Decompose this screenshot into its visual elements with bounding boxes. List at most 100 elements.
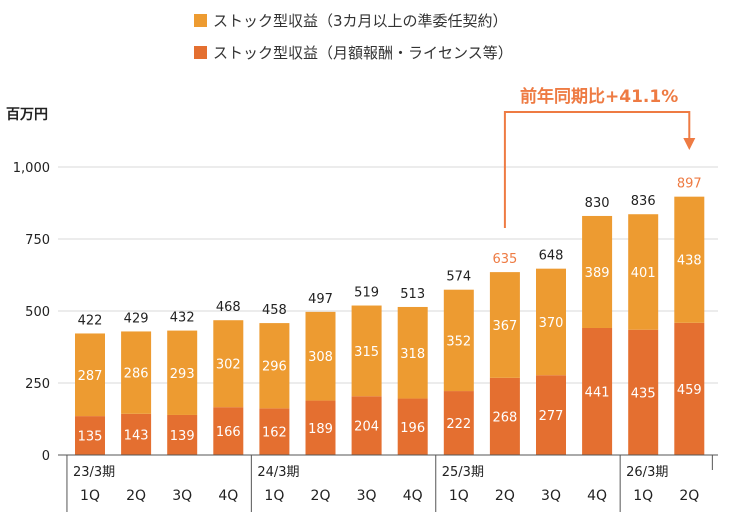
- legend-swatch-upper: [194, 14, 207, 27]
- data-label-upper: 315: [354, 345, 379, 360]
- y-tick-label: 1,000: [13, 161, 50, 176]
- x-tick-label: 1Q: [633, 488, 653, 504]
- y-axis-unit: 百万円: [6, 107, 48, 123]
- bar-upper: [121, 331, 152, 414]
- data-label-lower: 196: [400, 421, 425, 436]
- data-label-upper: 293: [170, 367, 195, 382]
- y-tick-label: 250: [25, 377, 50, 392]
- bar-upper: [351, 305, 382, 397]
- bar-lower: [213, 407, 244, 455]
- data-label-lower: 143: [124, 428, 149, 443]
- bar-upper: [443, 289, 474, 392]
- bar-upper: [167, 330, 198, 415]
- data-label-total: 830: [585, 196, 610, 211]
- callout-arrowhead: [683, 138, 696, 150]
- data-label-upper: 367: [492, 319, 517, 334]
- data-label-upper: 352: [446, 334, 471, 349]
- data-label-upper: 401: [631, 266, 656, 281]
- bar-upper: [628, 214, 659, 330]
- y-tick-label: 0: [42, 449, 50, 464]
- data-label-total: 497: [308, 292, 333, 307]
- data-label-upper: 318: [400, 347, 425, 362]
- data-label-lower: 459: [677, 383, 702, 398]
- data-label-upper: 308: [308, 350, 333, 365]
- x-tick-label: 4Q: [403, 488, 423, 504]
- data-label-upper: 302: [216, 358, 241, 373]
- bar-upper: [213, 320, 244, 408]
- data-label-total: 468: [216, 300, 241, 315]
- x-tick-label: 2Q: [679, 488, 699, 504]
- data-label-total: 648: [539, 249, 564, 264]
- data-label-total: 458: [262, 303, 287, 318]
- bar-upper: [536, 268, 566, 376]
- bar-lower: [75, 416, 105, 455]
- callout-bracket: [503, 111, 691, 228]
- x-tick-label: 4Q: [218, 488, 238, 504]
- x-tick-label: 2Q: [311, 488, 331, 504]
- bar-lower: [674, 322, 705, 455]
- yoy-callout-label: 前年同期比+41.1%: [520, 87, 679, 107]
- data-label-lower: 139: [170, 429, 195, 444]
- x-tick-label: 1Q: [449, 488, 469, 504]
- data-label-lower: 441: [585, 385, 610, 400]
- bar-lower: [489, 377, 520, 455]
- data-label-upper: 296: [262, 360, 287, 375]
- data-label-total: 836: [631, 194, 656, 209]
- data-label-lower: 268: [492, 410, 517, 425]
- period-label: 26/3期: [626, 465, 668, 480]
- data-label-lower: 204: [354, 420, 379, 435]
- legend-label-upper: ストック型収益（3カ月以上の準委任契約）: [213, 12, 508, 30]
- data-label-total: 513: [400, 287, 425, 302]
- data-label-upper: 286: [124, 367, 149, 382]
- x-tick-label: 2Q: [126, 488, 146, 504]
- bar-lower: [628, 329, 659, 455]
- x-tick-label: 1Q: [264, 488, 284, 504]
- data-label-lower: 277: [539, 409, 564, 424]
- bar-upper: [489, 272, 520, 378]
- bar-upper: [582, 215, 613, 328]
- data-label-total: 422: [78, 313, 103, 328]
- data-label-total: 897: [677, 177, 702, 192]
- legend-label-lower: ストック型収益（月額報酬・ライセンス等）: [213, 44, 513, 62]
- bar-lower: [443, 391, 474, 455]
- data-label-upper: 370: [539, 316, 564, 331]
- bar-lower: [305, 400, 336, 455]
- bar-lower: [397, 398, 428, 455]
- bar-upper: [674, 196, 705, 323]
- period-label: 25/3期: [442, 465, 484, 480]
- data-label-lower: 162: [262, 426, 287, 441]
- legend-item-upper: ストック型収益（3カ月以上の準委任契約）: [194, 10, 508, 31]
- x-tick-label: 3Q: [172, 488, 192, 504]
- x-tick-label: 4Q: [587, 488, 607, 504]
- x-tick-label: 2Q: [495, 488, 515, 504]
- bar-upper: [259, 323, 290, 409]
- data-label-total: 635: [492, 252, 517, 267]
- legend-swatch-lower: [194, 46, 207, 59]
- bar-lower: [167, 414, 198, 455]
- data-label-lower: 435: [631, 386, 656, 401]
- data-label-lower: 222: [446, 417, 471, 432]
- data-label-lower: 189: [308, 422, 333, 437]
- data-label-total: 432: [170, 311, 195, 326]
- x-tick-label: 1Q: [80, 488, 100, 504]
- bar-upper: [305, 311, 336, 401]
- legend-item-lower: ストック型収益（月額報酬・ライセンス等）: [194, 42, 513, 63]
- data-label-lower: 166: [216, 425, 241, 440]
- x-tick-label: 3Q: [541, 488, 561, 504]
- period-label: 23/3期: [73, 465, 115, 480]
- bar-lower: [121, 413, 152, 455]
- data-label-upper: 287: [78, 369, 103, 384]
- bar-lower: [351, 396, 382, 455]
- data-label-total: 429: [124, 311, 149, 326]
- y-tick-label: 500: [25, 305, 50, 320]
- bar-lower: [259, 408, 290, 455]
- bar-lower: [536, 375, 566, 455]
- x-tick-label: 3Q: [357, 488, 377, 504]
- data-label-total: 519: [354, 286, 379, 301]
- bar-upper: [75, 333, 105, 417]
- data-label-total: 574: [446, 270, 471, 285]
- data-label-lower: 135: [78, 430, 103, 445]
- bar-lower: [582, 327, 613, 455]
- data-label-upper: 438: [677, 254, 702, 269]
